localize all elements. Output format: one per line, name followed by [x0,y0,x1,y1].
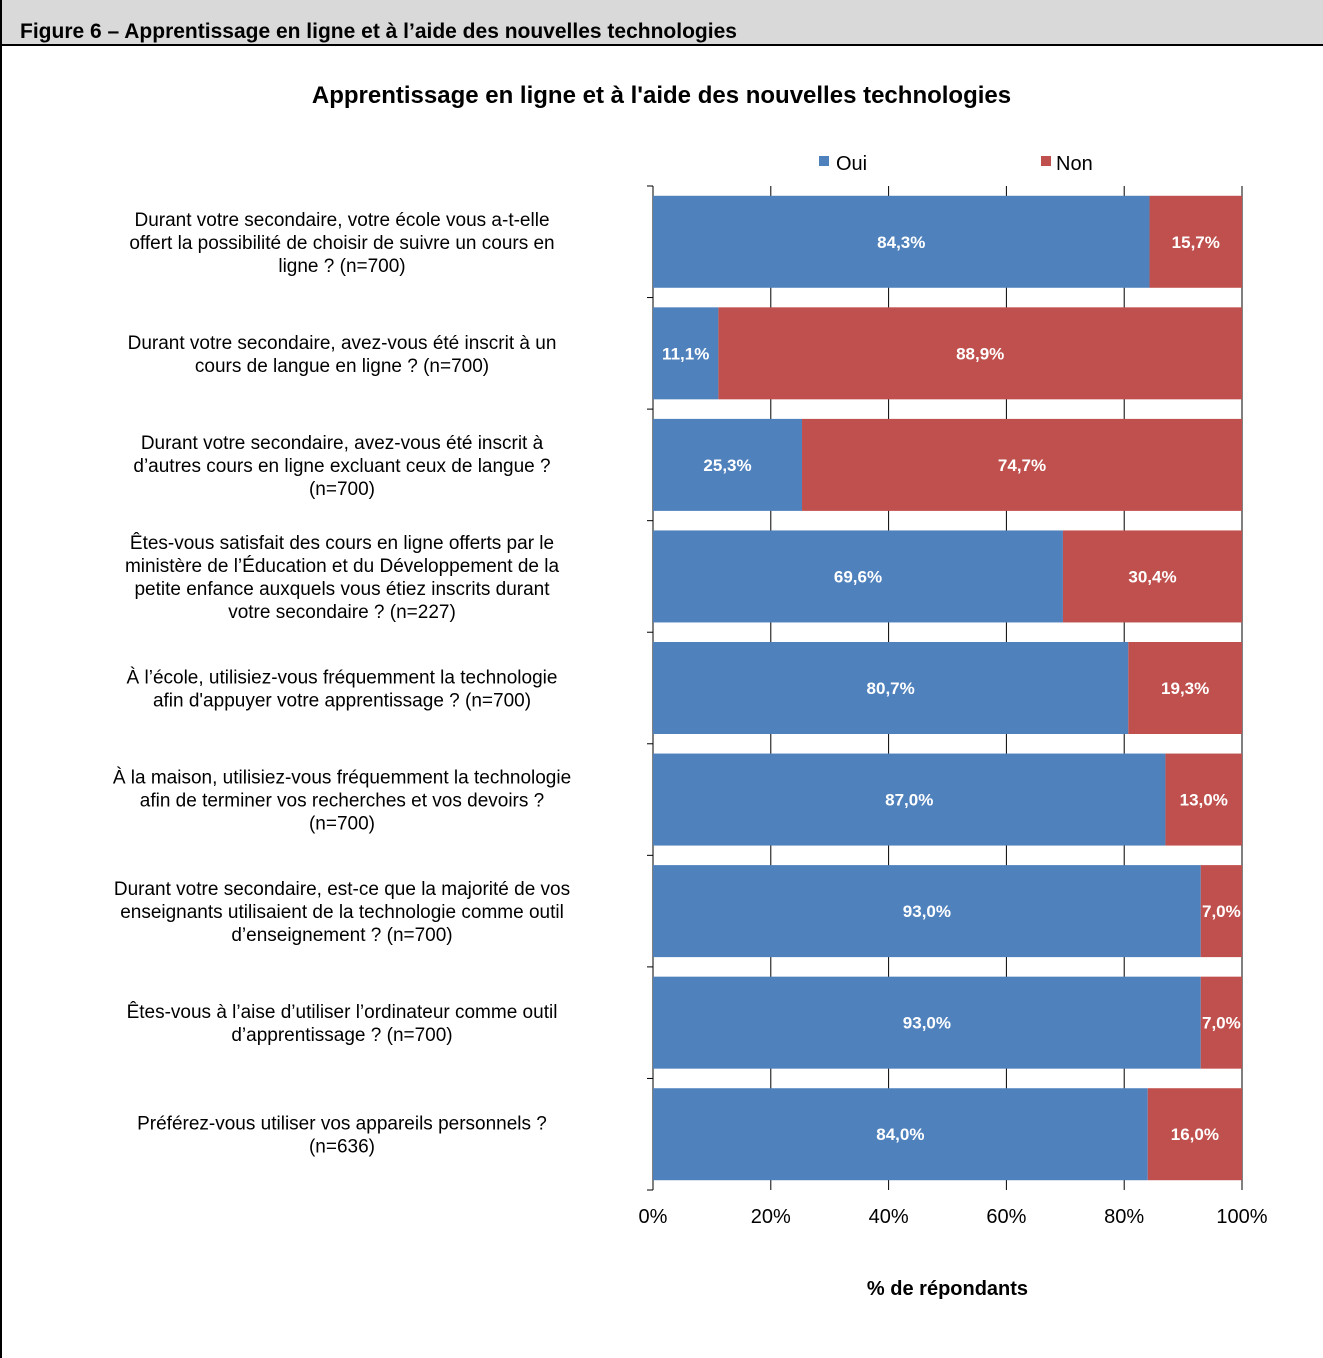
bar-non [1128,642,1242,734]
legend-swatch-oui [819,156,829,166]
bar-non [1149,195,1242,288]
chart-title: Apprentissage en ligne et à l'aide des n… [311,82,1012,109]
data-label: 80,7% [867,679,915,698]
data-label: 88,9% [956,344,1004,363]
bar-oui [653,530,1063,623]
bar-oui [653,976,1201,1069]
bar-oui [653,195,1150,288]
bar-non [1062,530,1242,623]
category-label: Êtes-vous satisfait des cours en ligne o… [130,532,554,554]
category-label: (n=636) [309,1137,375,1158]
figure-header: Figure 6 – Apprentissage en ligne et à l… [0,0,1323,46]
legend-swatch-non [1041,156,1051,166]
data-label: 13,0% [1180,791,1228,810]
data-label: 25,3% [703,456,751,475]
data-label: 7,0% [1202,1014,1241,1033]
category-label: Êtes-vous à l’aise d’utiliser l’ordinate… [127,1001,558,1023]
data-label: 74,7% [998,456,1046,475]
category-label: d’autres cours en ligne excluant ceux de… [133,456,550,477]
bar-oui [653,642,1129,734]
frame-border [0,0,2,1358]
data-label: 84,3% [877,233,925,252]
category-label: (n=700) [309,479,375,500]
bar-non [718,307,1242,400]
data-label: 16,0% [1171,1125,1219,1144]
bar-oui [653,865,1201,958]
bar-non [802,418,1242,511]
category-label: Durant votre secondaire, est-ce que la m… [114,879,570,900]
data-label: 87,0% [885,791,933,810]
category-label: d’apprentissage ? (n=700) [231,1025,452,1046]
data-label: 84,0% [876,1125,924,1144]
data-label: 93,0% [903,1014,951,1033]
category-label: Durant votre secondaire, votre école vou… [134,210,549,231]
bar-oui [653,1088,1148,1181]
x-tick-label: 60% [986,1206,1026,1228]
category-label: Durant votre secondaire, avez-vous été i… [141,433,544,454]
data-label: 30,4% [1128,567,1176,586]
figure-title: Figure 6 – Apprentissage en ligne et à l… [20,20,737,43]
category-label: afin d'appuyer votre apprentissage ? (n=… [153,691,531,712]
category-label: ligne ? (n=700) [278,256,405,277]
data-label: 93,0% [903,902,951,921]
data-label: 69,6% [834,567,882,586]
category-label: d’enseignement ? (n=700) [231,925,452,946]
category-label: offert la possibilité de choisir de suiv… [129,233,554,254]
x-tick-label: 40% [869,1206,909,1228]
category-label: cours de langue en ligne ? (n=700) [195,356,489,377]
bar-oui [653,307,719,400]
x-axis-title: % de répondants [867,1278,1028,1300]
category-label: Durant votre secondaire, avez-vous été i… [128,333,557,354]
x-tick-label: 20% [751,1206,791,1228]
category-label: enseignants utilisaient de la technologi… [120,902,564,923]
x-tick-label: 0% [639,1206,668,1228]
legend-label-non: Non [1056,153,1093,175]
legend-label-oui: Oui [836,153,867,175]
bar-oui [653,753,1166,846]
bar-oui [653,418,803,511]
data-label: 11,1% [662,344,709,363]
category-label: ministère de l’Éducation et du Développe… [125,556,560,577]
category-label: À l’école, utilisiez-vous fréquemment la… [127,668,558,689]
bar-non [1200,865,1242,958]
category-label: petite enfance auxquels vous étiez inscr… [134,579,550,600]
category-label: À la maison, utilisiez-vous fréquemment … [113,768,571,789]
bar-non [1147,1088,1242,1181]
data-label: 19,3% [1161,679,1209,698]
x-tick-label: 100% [1216,1206,1267,1228]
x-tick-label: 80% [1104,1206,1144,1228]
bar-non [1165,753,1242,846]
category-label: Préférez-vous utiliser vos appareils per… [137,1114,547,1135]
category-label: (n=700) [309,814,375,835]
data-label: 7,0% [1202,902,1241,921]
data-label: 15,7% [1172,233,1220,252]
category-label: votre secondaire ? (n=227) [228,602,456,623]
bar-non [1200,976,1242,1069]
category-label: afin de terminer vos recherches et vos d… [140,791,544,812]
